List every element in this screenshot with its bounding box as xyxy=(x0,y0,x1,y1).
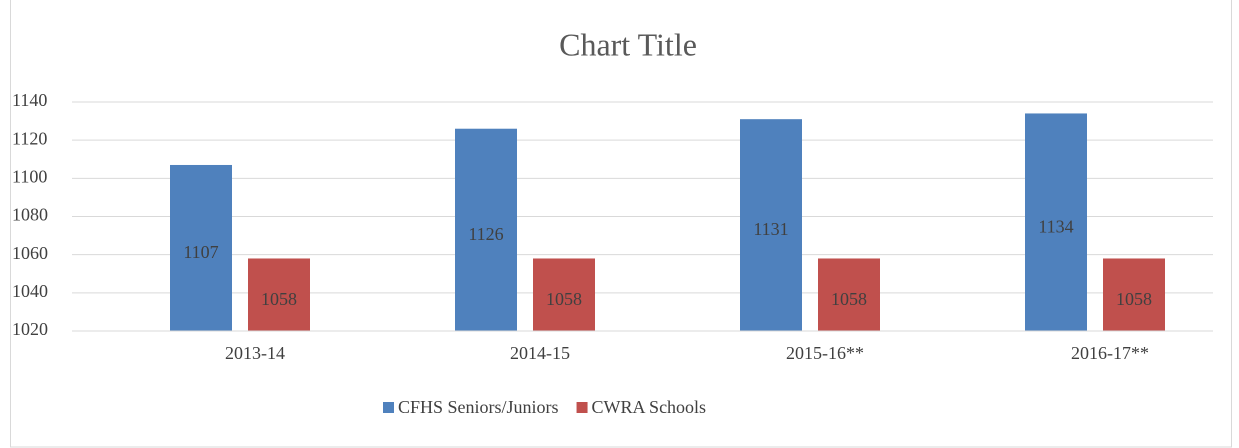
y-tick-label: 1040 xyxy=(12,281,48,301)
bar xyxy=(1103,258,1165,331)
x-tick-label: 2014-15 xyxy=(510,343,570,363)
y-tick-label: 1080 xyxy=(12,205,48,225)
data-label: 1134 xyxy=(1038,216,1073,236)
data-label: 1131 xyxy=(753,219,788,239)
bar xyxy=(248,258,310,331)
x-tick-label: 2015-16** xyxy=(786,343,864,363)
bar xyxy=(170,164,232,331)
bar xyxy=(818,258,880,331)
y-tick-label: 1140 xyxy=(12,90,47,110)
data-label: 1058 xyxy=(261,289,297,309)
data-label: 1058 xyxy=(1116,289,1152,309)
chart-title: Chart Title xyxy=(559,26,697,62)
bar xyxy=(455,128,517,331)
data-label: 1058 xyxy=(831,289,867,309)
bar xyxy=(1025,113,1087,331)
legend-swatch xyxy=(576,402,588,413)
bar xyxy=(740,119,802,331)
data-label: 1107 xyxy=(183,242,218,262)
x-tick-label: 2013-14 xyxy=(225,343,285,363)
legend-label: CFHS Seniors/Juniors xyxy=(398,397,559,417)
y-tick-label: 1060 xyxy=(12,243,48,263)
legend-label: CWRA Schools xyxy=(592,397,707,417)
legend-swatch xyxy=(383,402,394,413)
data-label: 1126 xyxy=(468,224,503,244)
y-tick-label: 1100 xyxy=(12,166,47,186)
data-label: 1058 xyxy=(546,289,582,309)
y-tick-label: 1120 xyxy=(12,128,47,148)
bar xyxy=(533,258,595,331)
y-tick-label: 1020 xyxy=(12,319,48,339)
x-tick-label: 2016-17** xyxy=(1071,343,1149,363)
